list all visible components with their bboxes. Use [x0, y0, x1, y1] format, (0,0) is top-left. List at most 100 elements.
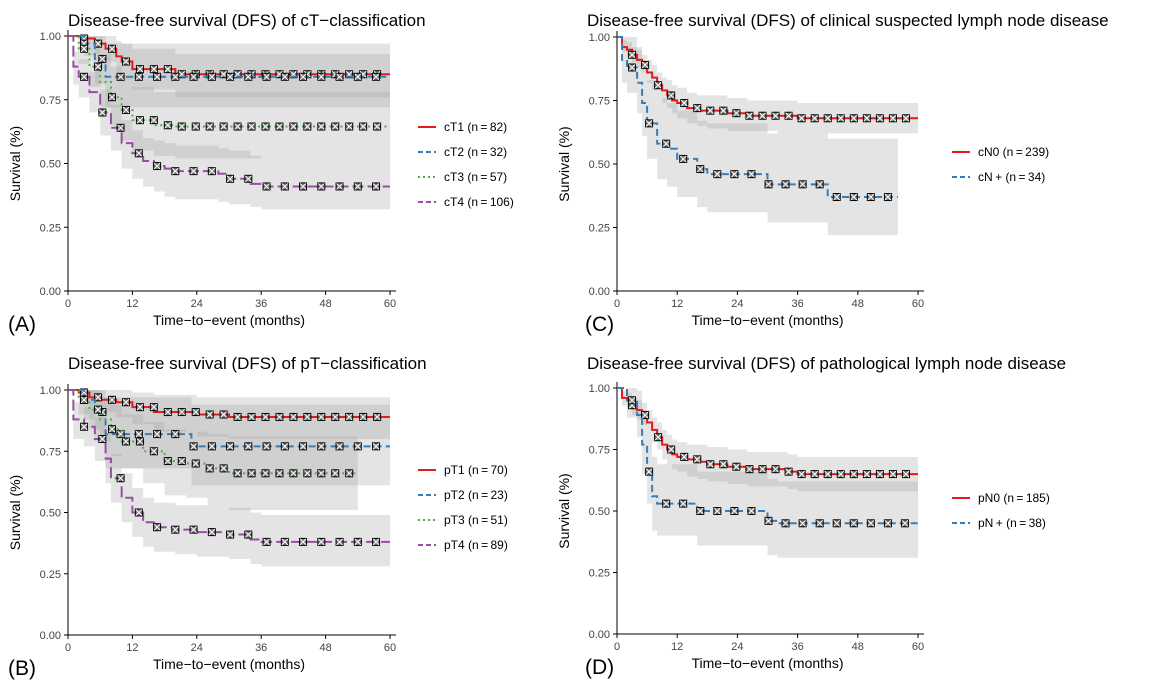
censor-mark: [771, 111, 780, 120]
censor-mark: [883, 193, 892, 202]
y-tick-label: 0.75: [40, 95, 61, 107]
y-tick-label: 0.75: [589, 445, 610, 457]
censor-mark: [205, 122, 214, 131]
censor-mark: [280, 182, 289, 191]
censor-mark: [94, 393, 103, 402]
censor-mark: [353, 72, 362, 81]
censor-mark: [226, 442, 235, 451]
censor-mark: [116, 474, 125, 483]
km-chart-svg: Disease-free survival (DFS) of pT−classi…: [7, 354, 508, 680]
censor-mark: [191, 122, 200, 131]
censor-mark: [345, 469, 354, 478]
x-tick-label: 48: [852, 298, 864, 310]
censor-mark: [719, 106, 728, 115]
censor-mark: [134, 149, 143, 158]
censor-mark: [317, 537, 326, 546]
censor-mark: [662, 499, 671, 508]
legend-label: pN0 (n = 185): [978, 491, 1050, 505]
censor-mark: [280, 72, 289, 81]
x-tick-label: 12: [671, 298, 683, 310]
y-tick-label: 0.00: [40, 286, 61, 298]
censor-mark: [849, 114, 858, 123]
censor-mark: [98, 108, 107, 117]
censor-mark: [134, 508, 143, 517]
x-tick-label: 60: [384, 298, 396, 310]
y-tick-label: 0.25: [40, 222, 61, 234]
censor-mark: [758, 465, 767, 474]
x-axis-label: Time−to−event (months): [153, 312, 305, 328]
censor-mark: [191, 408, 200, 417]
y-tick-label: 0.75: [40, 446, 61, 458]
censor-mark: [289, 469, 298, 478]
y-tick-label: 0.25: [40, 569, 61, 581]
panel-label: (C): [585, 313, 614, 336]
panel-label: (D): [585, 656, 614, 679]
censor-mark: [732, 462, 741, 471]
censor-mark: [836, 470, 845, 479]
x-tick-label: 36: [791, 641, 803, 653]
censor-mark: [121, 105, 130, 114]
censor-mark: [667, 445, 676, 454]
censor-mark: [233, 122, 242, 131]
censor-mark: [280, 537, 289, 546]
censor-mark: [815, 180, 824, 189]
censor-mark: [680, 99, 689, 108]
censor-mark: [244, 530, 253, 539]
y-tick-label: 0.25: [589, 223, 610, 235]
chart-title: Disease-free survival (DFS) of clinical …: [587, 11, 1109, 30]
y-axis-label: Survival (%): [556, 473, 572, 548]
x-tick-label: 24: [731, 641, 743, 653]
censor-mark: [797, 114, 806, 123]
censor-mark: [696, 165, 705, 174]
censor-mark: [628, 63, 637, 72]
x-tick-label: 0: [65, 642, 71, 654]
censor-mark: [628, 396, 637, 405]
censor-mark: [798, 180, 807, 189]
censor-mark: [226, 530, 235, 539]
censor-mark: [189, 442, 198, 451]
censor-mark: [815, 519, 824, 528]
censor-mark: [317, 182, 326, 191]
censor-mark: [134, 72, 143, 81]
censor-mark: [303, 412, 312, 421]
legend-label: cN0 (n = 239): [978, 145, 1049, 159]
y-tick-label: 1.00: [40, 385, 61, 397]
x-tick-label: 24: [191, 298, 203, 310]
censor-mark: [163, 457, 172, 466]
x-tick-label: 0: [65, 298, 71, 310]
x-axis-label: Time−to−event (months): [692, 312, 844, 328]
x-tick-label: 36: [255, 642, 267, 654]
censor-mark: [849, 470, 858, 479]
censor-mark: [866, 519, 875, 528]
x-axis-label: Time−to−event (months): [692, 655, 844, 671]
panel-label: (A): [8, 313, 36, 336]
censor-mark: [135, 65, 144, 74]
censor-mark: [226, 72, 235, 81]
censor-mark: [94, 405, 103, 414]
censor-mark: [261, 412, 270, 421]
chart-title: Disease-free survival (DFS) of pathologi…: [587, 354, 1066, 373]
x-axis-label: Time−to−event (months): [153, 656, 305, 672]
censor-mark: [680, 452, 689, 461]
censor-mark: [275, 122, 284, 131]
confidence-band-2: [617, 37, 898, 236]
censor-mark: [171, 72, 180, 81]
censor-mark: [116, 72, 125, 81]
censor-mark: [108, 44, 117, 53]
x-tick-label: 0: [614, 641, 620, 653]
censor-mark: [219, 122, 228, 131]
censor-mark: [275, 469, 284, 478]
censor-mark: [108, 395, 117, 404]
censor-mark: [713, 507, 722, 515]
censor-mark: [359, 412, 368, 421]
km-panel-d: Disease-free survival (DFS) of pathologi…: [556, 343, 1153, 685]
censor-mark: [262, 182, 271, 191]
censor-mark: [798, 519, 807, 528]
censor-mark: [784, 467, 793, 476]
censor-mark: [244, 442, 253, 451]
censor-mark: [662, 139, 671, 148]
censor-mark: [171, 167, 180, 176]
censor-mark: [135, 437, 144, 446]
censor-mark: [299, 537, 308, 546]
censor-mark: [900, 519, 909, 528]
